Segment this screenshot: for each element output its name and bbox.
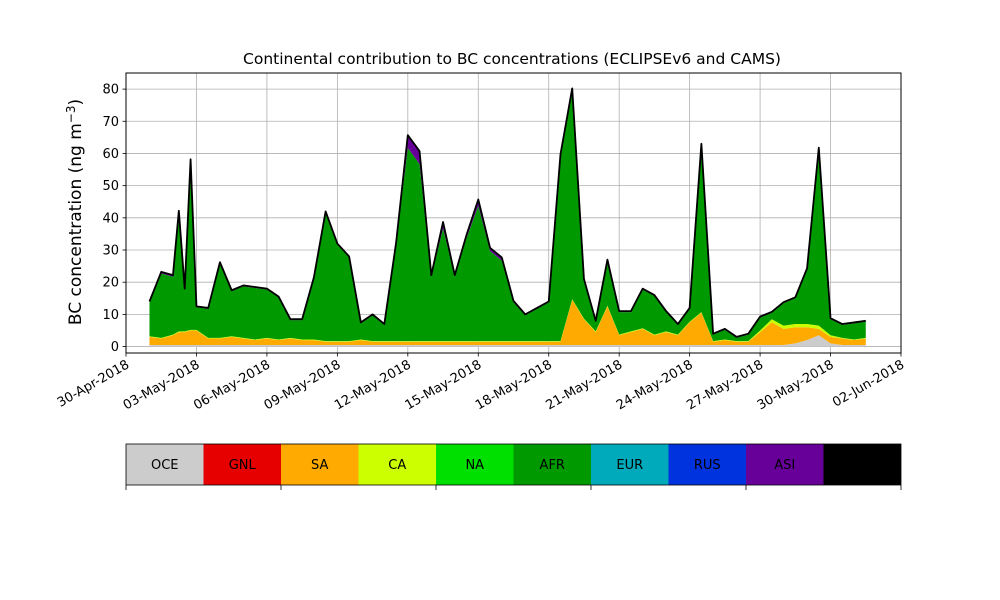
area-afr <box>149 90 866 342</box>
area-sa <box>149 299 866 345</box>
total-outline <box>148 87 866 338</box>
chart-title: Continental contribution to BC concentra… <box>243 50 781 68</box>
legend-swatch-eur <box>591 444 669 485</box>
legend-swatch-oce <box>126 444 204 485</box>
y-axis-label: BC concentration (ng m−3) <box>64 99 86 325</box>
y-tick-label: 30 <box>102 244 119 259</box>
colorbar-legend: OCE GNL SA CA NA AFR EUR RUS ASI AUS <box>125 443 902 490</box>
y-tick-label: 20 <box>102 276 119 291</box>
total-line <box>148 87 866 338</box>
legend-label-ca: CA <box>388 458 406 473</box>
legend-swatch-na <box>436 444 514 485</box>
legend-frame <box>125 443 902 486</box>
legend-swatch-gnl <box>203 444 281 485</box>
y-tick-label: 50 <box>102 179 119 194</box>
legend-label-aus: AUS <box>849 458 876 473</box>
y-tick-label: 70 <box>102 115 119 130</box>
stacked-areas <box>149 88 866 347</box>
y-tick-label: 0 <box>111 340 119 355</box>
legend-label-rus: RUS <box>694 458 721 473</box>
y-tick-label: 10 <box>102 308 119 323</box>
legend-swatch-afr <box>513 444 591 485</box>
y-tick-label: 60 <box>102 147 119 162</box>
legend-label-gnl: GNL <box>229 458 257 473</box>
y-tick-label: 80 <box>102 83 119 98</box>
legend-swatch-aus <box>823 444 901 485</box>
plot-frame <box>125 72 902 354</box>
y-axis-label-close: ) <box>66 99 86 106</box>
legend-label-afr: AFR <box>540 458 565 473</box>
legend-swatch-rus <box>668 444 746 485</box>
legend-label-eur: EUR <box>616 458 643 473</box>
legend-swatch-sa <box>281 444 359 485</box>
y-axis-label-text: BC concentration (ng m <box>66 123 86 325</box>
area-oce <box>149 335 866 347</box>
y-tick-label: 40 <box>102 211 119 226</box>
legend-swatch-ca <box>358 444 436 485</box>
legend-label-asi: ASI <box>774 458 795 473</box>
y-axis-label-exponent: −3 <box>64 105 78 123</box>
legend-label-na: NA <box>465 458 484 473</box>
legend-label-oce: OCE <box>151 458 179 473</box>
legend-swatch-asi <box>746 444 824 485</box>
legend-label-sa: SA <box>311 458 328 473</box>
